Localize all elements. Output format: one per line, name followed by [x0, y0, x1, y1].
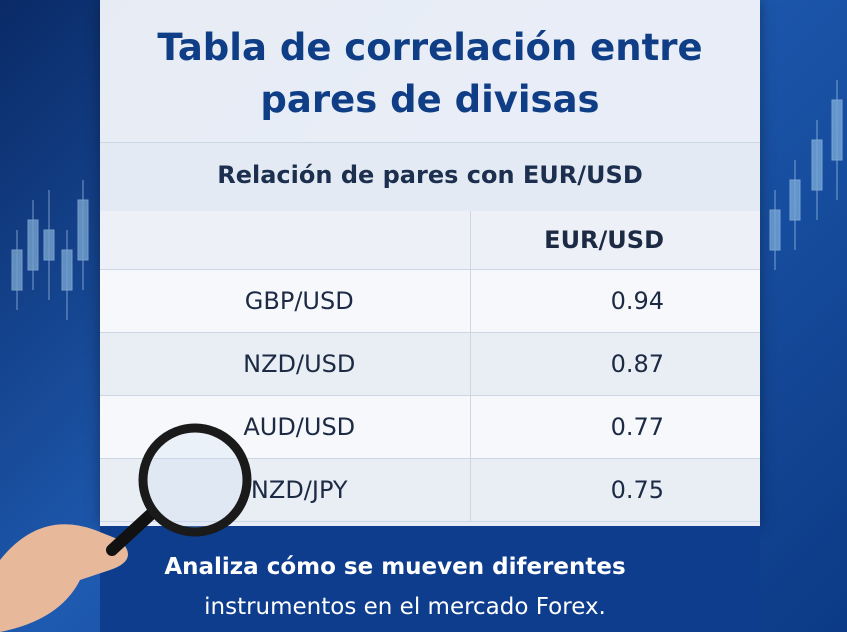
correlation-table: EUR/USD GBP/USD 0.94 NZD/USD 0.87 AUD/USD 0.7…	[100, 211, 760, 522]
value-cell: 0.94	[469, 269, 760, 333]
value-cell: 0.75	[469, 458, 760, 522]
column-header: EUR/USD	[470, 211, 760, 270]
table-row: NZD/USD 0.87	[100, 332, 760, 396]
header-cell	[100, 211, 471, 270]
subtitle: Relación de pares con EUR/USD	[217, 161, 643, 189]
footer-line: Analiza cómo se mueven diferentes	[164, 554, 626, 580]
value-cell: 0.87	[469, 332, 760, 396]
magnifier-decor	[0, 423, 252, 632]
value-cell: 0.77	[469, 395, 760, 459]
table-row: AUD/USD 0.77	[100, 395, 760, 459]
pair-cell: GBP/USD	[100, 269, 470, 333]
pair-cell: NZD/USD	[100, 332, 470, 396]
table-panel: Tabla de correlación entre pares de divi…	[100, 0, 760, 526]
footer-line: instrumentos en el mercado Forex.	[204, 594, 606, 620]
subtitle-row: Relación de pares con EUR/USD	[100, 142, 760, 212]
table-row: NZD/JPY 0.75	[100, 458, 760, 522]
table-body: GBP/USD 0.94 NZD/USD 0.87 AUD/USD 0.77 NZD/JPY…	[100, 269, 760, 522]
header-row: EUR/USD	[100, 211, 760, 270]
footer: Analiza cómo se mueven diferentes instru…	[100, 526, 760, 632]
table-row: GBP/USD 0.94	[100, 269, 760, 333]
pair-cell: NZD/JPY	[100, 458, 470, 522]
title: Tabla de correlación entre pares de divi…	[157, 26, 703, 121]
pair-cell: AUD/USD	[100, 395, 470, 459]
